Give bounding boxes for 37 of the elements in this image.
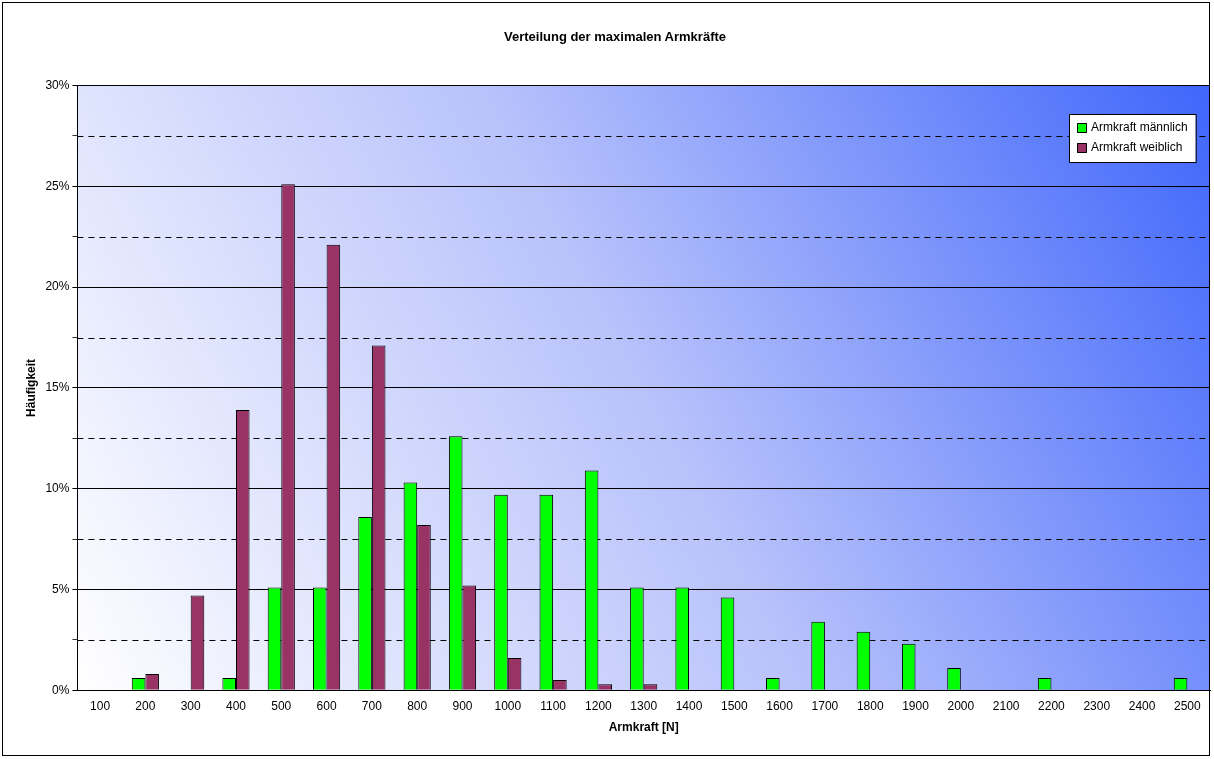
x-tick-label: 300 — [180, 698, 202, 713]
x-tick-label: 1200 — [585, 698, 613, 713]
x-tick-label: 2400 — [1128, 698, 1156, 713]
x-tick-label: 400 — [225, 698, 247, 713]
x-tick-label: 200 — [135, 698, 156, 713]
legend-label: Armkraft männlich — [1091, 120, 1188, 135]
x-tick-label: 1300 — [630, 698, 658, 713]
x-tick-label: 1600 — [766, 698, 794, 713]
y-tick-label: 15% — [45, 380, 70, 395]
y-tick-label: 30% — [45, 77, 70, 92]
x-tick-label: 2100 — [992, 698, 1020, 713]
x-tick-label: 900 — [452, 698, 473, 713]
x-axis-title: Armkraft [N] — [608, 720, 679, 735]
y-axis-title: Häufigkeit — [23, 358, 38, 417]
x-tick-label: 500 — [271, 698, 292, 713]
x-tick-label: 1000 — [494, 698, 522, 713]
y-tick-label: 0% — [52, 682, 70, 697]
x-tick-label: 2300 — [1083, 698, 1111, 713]
x-tick-label: 1800 — [856, 698, 884, 713]
x-tick-label: 1100 — [540, 698, 567, 713]
x-tick-label: 1500 — [720, 698, 748, 713]
x-tick-label: 1700 — [811, 698, 839, 713]
x-tick-label: 100 — [90, 698, 111, 713]
x-tick-label: 1400 — [675, 698, 703, 713]
chart-title: Verteilung der maximalen Armkräfte — [503, 29, 727, 45]
y-tick-label: 25% — [45, 178, 70, 193]
x-tick-label: 2200 — [1038, 698, 1066, 713]
y-tick-label: 5% — [52, 581, 70, 596]
x-tick-label: 800 — [407, 698, 428, 713]
x-tick-label: 700 — [361, 698, 383, 713]
y-tick-label: 10% — [45, 480, 70, 495]
x-tick-label: 1900 — [902, 698, 930, 713]
x-tick-label: 2500 — [1174, 698, 1202, 713]
x-tick-label: 2000 — [947, 698, 975, 713]
legend-label: Armkraft weiblich — [1091, 140, 1183, 155]
x-tick-label: 600 — [316, 698, 337, 713]
y-tick-label: 20% — [45, 279, 70, 294]
